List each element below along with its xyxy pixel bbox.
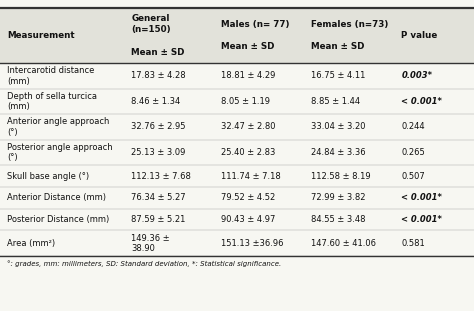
- Text: 16.75 ± 4.11: 16.75 ± 4.11: [311, 72, 366, 80]
- Text: 25.40 ± 2.83: 25.40 ± 2.83: [221, 148, 276, 157]
- Bar: [0, 140, 474, 165]
- Bar: [0, 114, 474, 140]
- Text: 0.581: 0.581: [401, 239, 425, 248]
- Text: Females (n=73)

Mean ± SD: Females (n=73) Mean ± SD: [311, 20, 389, 51]
- Text: 0.003*: 0.003*: [401, 72, 432, 80]
- Text: Measurement: Measurement: [7, 31, 75, 40]
- Bar: [0, 63, 474, 89]
- Text: 0.265: 0.265: [401, 148, 425, 157]
- Text: 112.58 ± 8.19: 112.58 ± 8.19: [311, 172, 371, 180]
- Text: 84.55 ± 3.48: 84.55 ± 3.48: [311, 215, 366, 224]
- Text: 151.13 ±36.96: 151.13 ±36.96: [221, 239, 284, 248]
- Text: Depth of sella turcica
(mm): Depth of sella turcica (mm): [7, 92, 97, 111]
- Text: 8.46 ± 1.34: 8.46 ± 1.34: [131, 97, 181, 106]
- Text: Area (mm²): Area (mm²): [7, 239, 55, 248]
- Text: Males (n= 77)

Mean ± SD: Males (n= 77) Mean ± SD: [221, 20, 290, 51]
- Text: < 0.001*: < 0.001*: [401, 97, 442, 106]
- Text: 72.99 ± 3.82: 72.99 ± 3.82: [311, 193, 366, 202]
- Bar: [0, 89, 474, 114]
- Text: 149.36 ±
38.90: 149.36 ± 38.90: [131, 234, 170, 253]
- Text: 0.244: 0.244: [401, 123, 425, 131]
- Bar: [0, 230, 474, 256]
- Bar: [0, 209, 474, 230]
- Bar: [0, 8, 474, 63]
- Text: 0.507: 0.507: [401, 172, 425, 180]
- Text: Posterior Distance (mm): Posterior Distance (mm): [7, 215, 109, 224]
- Text: Anterior Distance (mm): Anterior Distance (mm): [7, 193, 106, 202]
- Text: < 0.001*: < 0.001*: [401, 193, 442, 202]
- Text: 24.84 ± 3.36: 24.84 ± 3.36: [311, 148, 366, 157]
- Text: Posterior angle approach
(°): Posterior angle approach (°): [7, 143, 113, 162]
- Text: °: grades, mm: millimeters, SD: Standard deviation, *: Statistical significance.: °: grades, mm: millimeters, SD: Standard…: [7, 260, 282, 267]
- Text: 17.83 ± 4.28: 17.83 ± 4.28: [131, 72, 186, 80]
- Text: < 0.001*: < 0.001*: [401, 215, 442, 224]
- Text: 147.60 ± 41.06: 147.60 ± 41.06: [311, 239, 376, 248]
- Text: 18.81 ± 4.29: 18.81 ± 4.29: [221, 72, 276, 80]
- Bar: [0, 165, 474, 187]
- Text: 32.76 ± 2.95: 32.76 ± 2.95: [131, 123, 186, 131]
- Text: 25.13 ± 3.09: 25.13 ± 3.09: [131, 148, 186, 157]
- Text: 112.13 ± 7.68: 112.13 ± 7.68: [131, 172, 191, 180]
- Text: 79.52 ± 4.52: 79.52 ± 4.52: [221, 193, 275, 202]
- Text: 32.47 ± 2.80: 32.47 ± 2.80: [221, 123, 276, 131]
- Text: Intercarotid distance
(mm): Intercarotid distance (mm): [7, 66, 94, 86]
- Text: Skull base angle (°): Skull base angle (°): [7, 172, 89, 180]
- Text: Anterior angle approach
(°): Anterior angle approach (°): [7, 117, 109, 137]
- Text: P value: P value: [401, 31, 438, 40]
- Text: 111.74 ± 7.18: 111.74 ± 7.18: [221, 172, 281, 180]
- Text: 8.05 ± 1.19: 8.05 ± 1.19: [221, 97, 270, 106]
- Text: 33.04 ± 3.20: 33.04 ± 3.20: [311, 123, 366, 131]
- Text: 90.43 ± 4.97: 90.43 ± 4.97: [221, 215, 276, 224]
- Text: General
(n=150)

Mean ± SD: General (n=150) Mean ± SD: [131, 14, 185, 57]
- Text: 87.59 ± 5.21: 87.59 ± 5.21: [131, 215, 186, 224]
- Text: 8.85 ± 1.44: 8.85 ± 1.44: [311, 97, 361, 106]
- Text: 76.34 ± 5.27: 76.34 ± 5.27: [131, 193, 186, 202]
- Bar: [0, 187, 474, 209]
